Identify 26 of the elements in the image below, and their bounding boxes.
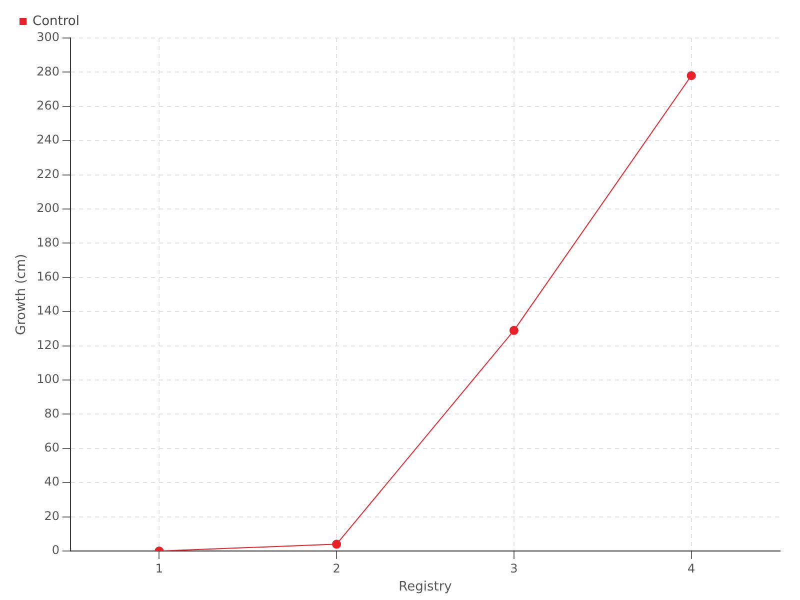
x-tick-label: 4 [687, 561, 696, 576]
y-tick-label: 100 [36, 372, 60, 386]
y-tick-label: 40 [44, 474, 60, 489]
point [332, 540, 342, 549]
y-tick-label: 240 [36, 132, 60, 147]
y-tick-label: 260 [36, 98, 60, 113]
y-tick-label: 180 [36, 235, 60, 250]
legend-label: Control [32, 14, 80, 29]
x-axis-title: Registry [398, 580, 452, 595]
y-tick-label: 0 [52, 543, 60, 558]
y-tick-label: 120 [36, 338, 60, 352]
point [686, 71, 696, 80]
y-axis-title: Growth (cm) [14, 254, 30, 336]
y-tick-label: 220 [36, 166, 60, 181]
x-tick-label: 2 [332, 561, 340, 576]
x-tick-label: 3 [510, 561, 518, 576]
y-tick-label: 80 [44, 406, 60, 420]
y-tick-label: 20 [44, 508, 60, 523]
y-tick-label: 160 [36, 270, 60, 284]
point [509, 326, 518, 335]
y-tick-label: 300 [36, 30, 60, 44]
x-tick-label: 1 [155, 561, 164, 576]
y-tick-label: 60 [44, 440, 60, 455]
y-tick-label: 140 [36, 304, 60, 318]
y-tick-label: 200 [36, 201, 60, 216]
y-tick-label: 280 [36, 64, 60, 78]
